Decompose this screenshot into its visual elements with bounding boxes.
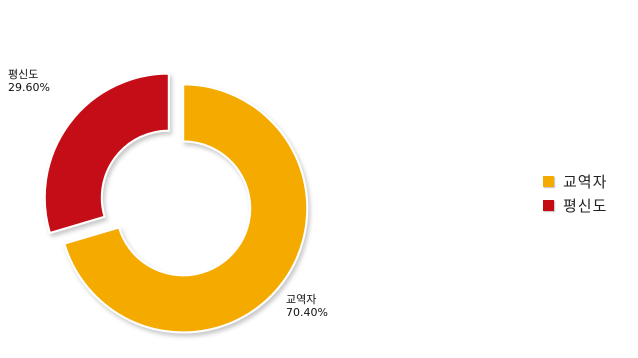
slice-label-gyoyeokja: 교역자 70.40% [286,293,328,319]
slice-gyoyeokja [63,83,309,334]
slice-pyeongsindo [43,72,170,235]
legend-swatch-pyeongsindo [543,200,554,211]
legend-item-gyoyeokja: 교역자 [543,172,607,191]
slice-label-pyeongsindo: 평신도 29.60% [8,68,50,94]
legend-swatch-gyoyeokja [543,176,554,187]
slice-label-pyeongsindo-name: 평신도 [8,68,39,81]
legend: 교역자 평신도 [543,172,607,220]
slices-group [43,72,309,334]
slice-label-gyoyeokja-name: 교역자 [286,293,317,306]
legend-item-pyeongsindo: 평신도 [543,196,607,215]
legend-label-pyeongsindo: 평신도 [563,197,608,215]
slice-label-gyoyeokja-value: 70.40% [286,306,328,319]
legend-label-gyoyeokja: 교역자 [563,173,608,191]
slice-label-pyeongsindo-value: 29.60% [8,81,50,94]
